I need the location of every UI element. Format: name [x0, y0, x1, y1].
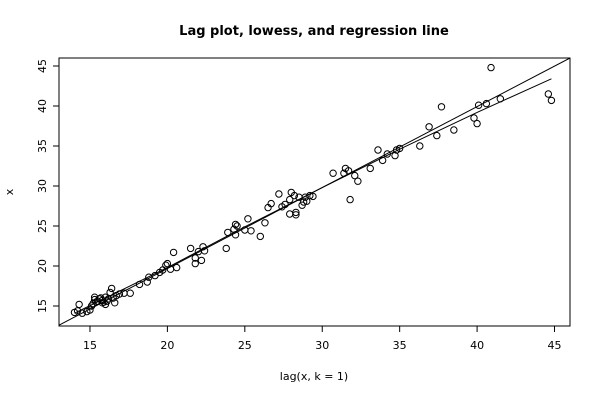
data-point [281, 200, 289, 209]
chart-title: Lag plot, lowess, and regression line [179, 24, 449, 39]
data-point [261, 219, 269, 227]
y-axis-label: x [3, 188, 16, 195]
data-point [301, 193, 309, 201]
data-point [256, 232, 265, 241]
data-point [197, 256, 206, 265]
data-point [286, 195, 294, 204]
data-point [292, 211, 300, 219]
data-point [425, 123, 433, 131]
data-point [200, 247, 209, 255]
data-point [191, 254, 199, 262]
data-point [450, 126, 458, 134]
data-point [244, 215, 252, 223]
data-point [162, 261, 170, 269]
data-point [547, 96, 556, 105]
y-axis: 15 20 25 30 35 40 45 [36, 59, 60, 313]
data-point [233, 222, 241, 230]
x-tick-label: 45 [548, 339, 562, 352]
data-point [344, 167, 353, 175]
data-point [163, 259, 172, 268]
x-tick-label: 15 [83, 339, 97, 352]
data-point [111, 299, 119, 307]
data-point [496, 95, 505, 103]
y-tick-label: 20 [36, 259, 49, 273]
data-point [292, 208, 300, 217]
data-point [303, 197, 311, 205]
data-point [383, 150, 391, 158]
x-tick-label: 20 [160, 339, 174, 352]
data-point [474, 101, 483, 109]
data-point [86, 306, 94, 314]
data-point [143, 278, 151, 286]
x-tick-label: 25 [238, 339, 252, 352]
x-axis-label: lag(x, k = 1) [280, 370, 348, 383]
y-tick-label: 30 [36, 179, 49, 193]
y-tick-label: 15 [36, 299, 49, 313]
data-point [135, 280, 144, 289]
data-point [487, 63, 495, 72]
y-tick-label: 25 [36, 219, 49, 233]
data-point [351, 171, 359, 180]
data-point [340, 169, 348, 177]
data-point [482, 99, 491, 108]
data-point [309, 192, 317, 201]
data-point [395, 144, 404, 153]
y-tick-label: 35 [36, 139, 49, 153]
data-point [433, 131, 441, 140]
data-point [378, 156, 387, 165]
data-point [354, 177, 362, 185]
data-point [75, 300, 83, 309]
data-point [290, 191, 299, 200]
data-point [437, 103, 446, 111]
data-point [473, 119, 481, 128]
data-point [224, 228, 232, 237]
data-point [106, 288, 114, 297]
data-point [329, 169, 337, 177]
data-point [231, 220, 240, 229]
data-point [199, 243, 207, 251]
data-point [126, 289, 134, 297]
x-tick-label: 40 [470, 339, 484, 352]
data-point [191, 259, 199, 268]
data-point [267, 199, 275, 208]
y-tick-label: 45 [36, 59, 49, 73]
data-point [222, 244, 230, 253]
data-point [416, 142, 424, 150]
data-point [115, 290, 124, 298]
data-point [346, 195, 354, 204]
data-point [306, 191, 314, 200]
data-point [172, 263, 181, 272]
data-point [366, 164, 374, 173]
data-point [275, 190, 283, 198]
x-tick-label: 35 [393, 339, 407, 352]
x-tick-label: 30 [315, 339, 329, 352]
data-point [247, 227, 255, 235]
data-point [186, 244, 195, 253]
data-point [169, 248, 178, 257]
data-point [470, 114, 478, 122]
data-point [544, 90, 553, 98]
plot-area: 15 20 25 30 35 40 45 15 20 25 30 35 40 45 [36, 57, 571, 352]
data-point [299, 198, 308, 206]
x-axis: 15 20 25 30 35 40 45 [83, 325, 562, 352]
data-point [107, 284, 116, 293]
data-point [374, 146, 382, 154]
scatter-points [70, 63, 556, 317]
data-point [231, 231, 240, 239]
y-tick-label: 40 [36, 99, 49, 113]
data-point [78, 309, 86, 317]
